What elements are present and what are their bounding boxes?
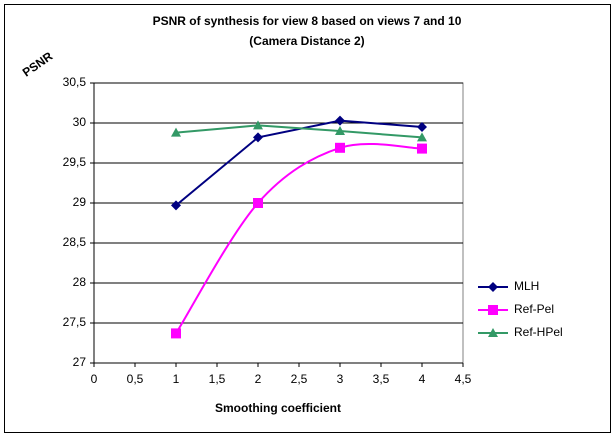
y-tick-label: 30,5 xyxy=(63,75,87,89)
series-line xyxy=(175,142,423,334)
marker xyxy=(253,132,263,143)
marker xyxy=(335,142,345,153)
x-tick-label: 3,5 xyxy=(373,372,390,386)
x-tick-label: 1,5 xyxy=(209,372,226,386)
marker xyxy=(417,122,427,132)
x-tick-label: 0 xyxy=(91,372,98,386)
x-tick-label: 2,5 xyxy=(291,372,308,386)
x-tick-label: 2 xyxy=(255,372,262,386)
y-tick-label: 28 xyxy=(73,275,87,289)
marker xyxy=(171,328,181,339)
y-tick-label: 28,5 xyxy=(63,235,87,249)
legend-marker xyxy=(488,305,498,315)
y-tick-label: 30 xyxy=(73,115,87,129)
chart-subtitle: (Camera Distance 2) xyxy=(249,34,364,48)
x-tick-label: 3 xyxy=(337,372,344,386)
y-tick-label: 27,5 xyxy=(63,315,87,329)
x-tick-label: 1 xyxy=(173,372,180,386)
marker xyxy=(335,126,345,135)
chart-title: PSNR of synthesis for view 8 based on vi… xyxy=(153,14,462,28)
legend-label: MLH xyxy=(514,279,539,293)
legend-label: Ref-Pel xyxy=(514,302,554,316)
x-tick-label: 0,5 xyxy=(127,372,144,386)
x-axis-label: Smoothing coefficient xyxy=(215,401,341,415)
series-line xyxy=(175,124,423,139)
legend-label: Ref-HPel xyxy=(514,325,563,339)
x-tick-label: 4,5 xyxy=(455,372,472,386)
marker xyxy=(171,200,181,211)
y-tick-label: 27 xyxy=(73,355,87,369)
marker xyxy=(335,115,345,126)
legend-marker xyxy=(488,328,498,337)
marker xyxy=(171,127,181,137)
x-tick-label: 4 xyxy=(419,372,426,386)
marker xyxy=(417,143,427,154)
y-tick-label: 29 xyxy=(73,195,87,209)
legend-marker xyxy=(488,282,498,292)
marker xyxy=(417,132,427,142)
marker xyxy=(253,120,263,130)
marker xyxy=(253,198,263,208)
y-tick-label: 29,5 xyxy=(63,155,87,169)
